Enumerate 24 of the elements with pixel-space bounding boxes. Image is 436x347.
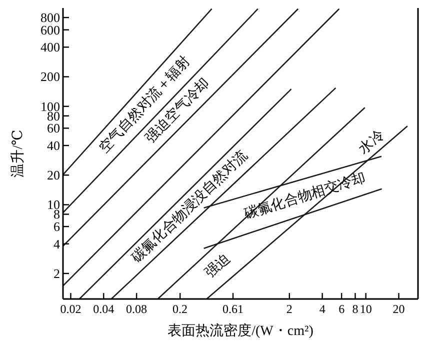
- y-tick-label: 6: [54, 219, 60, 234]
- y-tick-label: 400: [40, 40, 60, 55]
- y-tick-label: 40: [47, 138, 60, 153]
- x-axis-title: 表面热流密度/(W・cm²): [168, 323, 314, 339]
- y-axis-title: 温升/℃: [10, 130, 26, 178]
- y-tick-label: 4: [54, 236, 60, 252]
- y-tick-label: 60: [47, 120, 60, 136]
- x-tick-label: 0.04: [93, 302, 114, 316]
- x-tick-label: 10: [360, 302, 372, 316]
- y-tick-label: 200: [40, 69, 60, 84]
- x-tick-label: 6: [338, 302, 345, 316]
- x-tick-label: 4: [319, 302, 326, 316]
- x-tick-label: 2: [286, 302, 292, 316]
- x-tick-label: 8: [352, 302, 358, 316]
- y-tick-label: 20: [47, 168, 60, 183]
- annotation: 水冷: [356, 127, 388, 158]
- annotation: 强迫: [202, 250, 234, 282]
- y-tick-label: 2: [54, 266, 60, 281]
- annotation: 碳氟化合物相交冷却: [241, 170, 368, 223]
- x-tick-label: 20: [392, 302, 405, 316]
- x-tick-label: 0.61: [222, 302, 244, 316]
- x-tick-label: 0.02: [60, 302, 82, 316]
- x-tick-label: 0.08: [126, 302, 148, 316]
- x-tick-label: 0.2: [172, 302, 188, 316]
